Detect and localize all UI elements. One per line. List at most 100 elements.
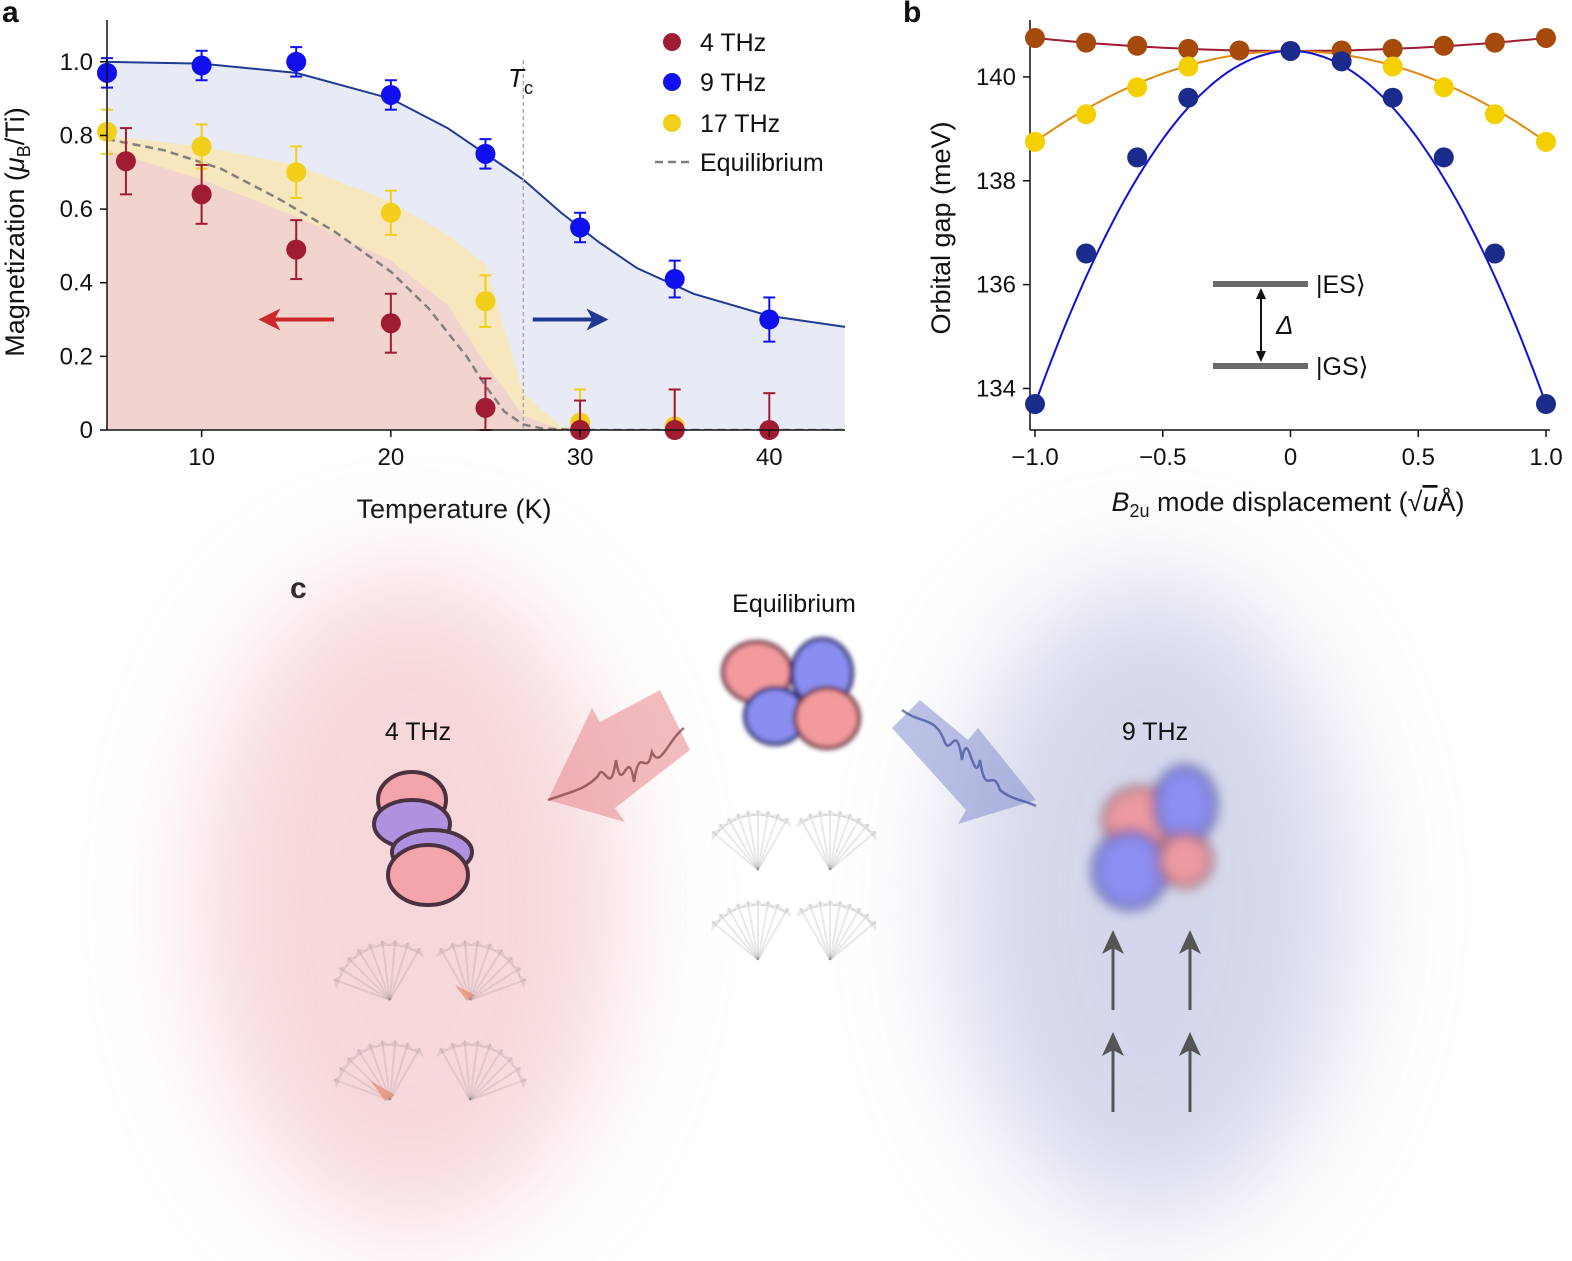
- data-point-4thz: [1484, 32, 1505, 53]
- orange-spin-tint: [455, 985, 475, 1001]
- spin-arrow-ghost: [389, 1047, 421, 1101]
- data-point-4thz: [475, 397, 496, 418]
- data-point-9thz: [1127, 147, 1148, 168]
- spin-arrow-ghost: [829, 823, 870, 871]
- spin-arrow-head-ghost: [840, 903, 856, 912]
- spin-arrow-ghost: [757, 810, 770, 871]
- direction-arrow-head-left: [258, 308, 281, 331]
- spin-arrow-head-ghost: [717, 913, 730, 924]
- spin-arrow-ghost: [829, 813, 852, 871]
- delta-label: Δ: [1275, 310, 1293, 340]
- spin-arrow-ghost: [389, 1040, 397, 1101]
- spin-arrow-head-ghost: [492, 949, 506, 959]
- x-tick-label: −0.5: [1139, 444, 1186, 471]
- legend-marker-17thz: [663, 114, 681, 132]
- spin-arrow-ghost: [333, 978, 391, 1001]
- spin-arrow-head-ghost: [759, 810, 776, 819]
- spin-arrow-ghost: [469, 1040, 479, 1101]
- y-tick-label: 140: [976, 64, 1016, 91]
- spin-arrow-ghost: [799, 817, 831, 871]
- spin-arrow-ghost: [757, 907, 789, 961]
- y-tick-label: 138: [976, 168, 1016, 195]
- spin-arrow-head-ghost: [732, 903, 748, 912]
- spin-arrow-ghost: [469, 943, 492, 1001]
- equilibrium-orbital: [721, 637, 861, 750]
- data-point-4thz: [1076, 32, 1097, 53]
- spin-arrow-head-ghost: [339, 1064, 349, 1078]
- spin-arrow-head-ghost: [822, 900, 838, 906]
- spin-arrow-ghost: [711, 920, 759, 961]
- data-point-9thz: [1178, 87, 1199, 108]
- legend-label-4thz: 4 THz: [700, 29, 766, 57]
- spin-arrow-ghost: [389, 942, 409, 1001]
- spin-arrow-head-ghost: [446, 942, 462, 951]
- spin-arrow-head-ghost: [375, 940, 391, 948]
- spin-arrow-head-ghost: [469, 940, 485, 948]
- spin-arrow-head-ghost: [346, 1056, 358, 1068]
- spin-arrow-head-ghost: [796, 908, 810, 918]
- spin-arrow-ghost: [757, 813, 780, 871]
- panel-b-xlabel: B2u mode displacement (√uÅ): [1111, 486, 1464, 521]
- data-point-9thz: [380, 84, 401, 105]
- data-point-9thz: [1536, 394, 1556, 415]
- gs-label: |GS⟩: [1316, 353, 1368, 381]
- spin-arrow-ghost: [829, 903, 852, 961]
- spin-arrow-head-ghost: [446, 1042, 462, 1051]
- data-point-4thz: [191, 184, 212, 205]
- spin-arrow-ghost: [368, 943, 391, 1001]
- data-point-17thz: [1025, 131, 1045, 152]
- spin-arrow-head-ghost: [511, 964, 521, 978]
- spin-arrow-ghost: [799, 907, 831, 961]
- blue-wave-icon: [901, 709, 1037, 808]
- spin-arrow-head-ghost: [346, 956, 358, 968]
- spin-arrow-head-up: [1179, 1032, 1201, 1056]
- spin-arrow-head-ghost: [858, 913, 871, 924]
- spin-arrow-ghost: [469, 1078, 527, 1101]
- spin-arrow-head-ghost: [436, 948, 450, 958]
- spin-arrow-head-ghost: [840, 813, 856, 822]
- panel-a-tc-label: T c: [508, 63, 533, 98]
- data-point-17thz: [286, 162, 307, 183]
- svg-text:c: c: [524, 78, 533, 98]
- spin-arrow-ghost: [736, 903, 759, 961]
- es-label: |ES⟩: [1316, 271, 1366, 299]
- spin-arrow-head-ghost: [740, 810, 757, 819]
- spin-arrow-ghost: [469, 966, 522, 1001]
- spin-arrow-ghost: [746, 810, 759, 871]
- right-spins: [1102, 930, 1201, 1112]
- spin-arrow-head-ghost: [364, 1043, 380, 1052]
- spin-arrow-head-ghost: [502, 956, 514, 968]
- spin-arrow-head-ghost: [518, 974, 527, 990]
- svg-text:T: T: [508, 63, 526, 93]
- y-tick-label: 136: [976, 272, 1016, 299]
- spin-arrow-head-ghost: [398, 942, 414, 951]
- x-tick-label: 0.5: [1402, 444, 1435, 471]
- data-point-4thz: [1382, 38, 1403, 59]
- x-tick-label: 1.0: [1529, 444, 1562, 471]
- panel-a-chart: 10 20 30 40 0 0.2 0.4 0.6 0.8 1.0 Temperature (K)…: [0, 20, 846, 524]
- data-point-4thz: [286, 239, 307, 260]
- panel-a-xlabel: Temperature (K): [356, 494, 551, 524]
- spin-arrow-head-ghost: [480, 1043, 496, 1052]
- data-point-4thz: [115, 151, 136, 172]
- data-point-9thz: [570, 217, 591, 238]
- spin-arrow-ghost: [829, 913, 870, 961]
- panel-c-illustration: Equilibrium 4 THz 9 THz: [200, 570, 1350, 1230]
- left-spins: [333, 940, 527, 1101]
- spin-arrow-head-ghost: [469, 1040, 485, 1048]
- data-point-9thz: [664, 269, 685, 290]
- data-point-4thz: [1433, 35, 1454, 56]
- data-point-17thz: [1127, 77, 1148, 98]
- spin-arrow-head-ghost: [398, 1042, 414, 1051]
- spin-arrow-ghost: [469, 1043, 492, 1101]
- data-point-9thz: [1025, 394, 1045, 415]
- spin-arrow-head-ghost: [804, 813, 820, 822]
- gap-arrow-head-down: [1256, 351, 1266, 362]
- x-tick-label: 40: [756, 444, 783, 471]
- spin-arrow-head-ghost: [492, 1049, 506, 1059]
- spin-arrow-ghost: [746, 900, 759, 961]
- spin-arrow-ghost: [469, 1048, 504, 1101]
- legend-label-9thz: 9 THz: [700, 69, 766, 97]
- spin-arrow-head-ghost: [711, 919, 722, 932]
- y-tick-label: 1.0: [60, 49, 93, 76]
